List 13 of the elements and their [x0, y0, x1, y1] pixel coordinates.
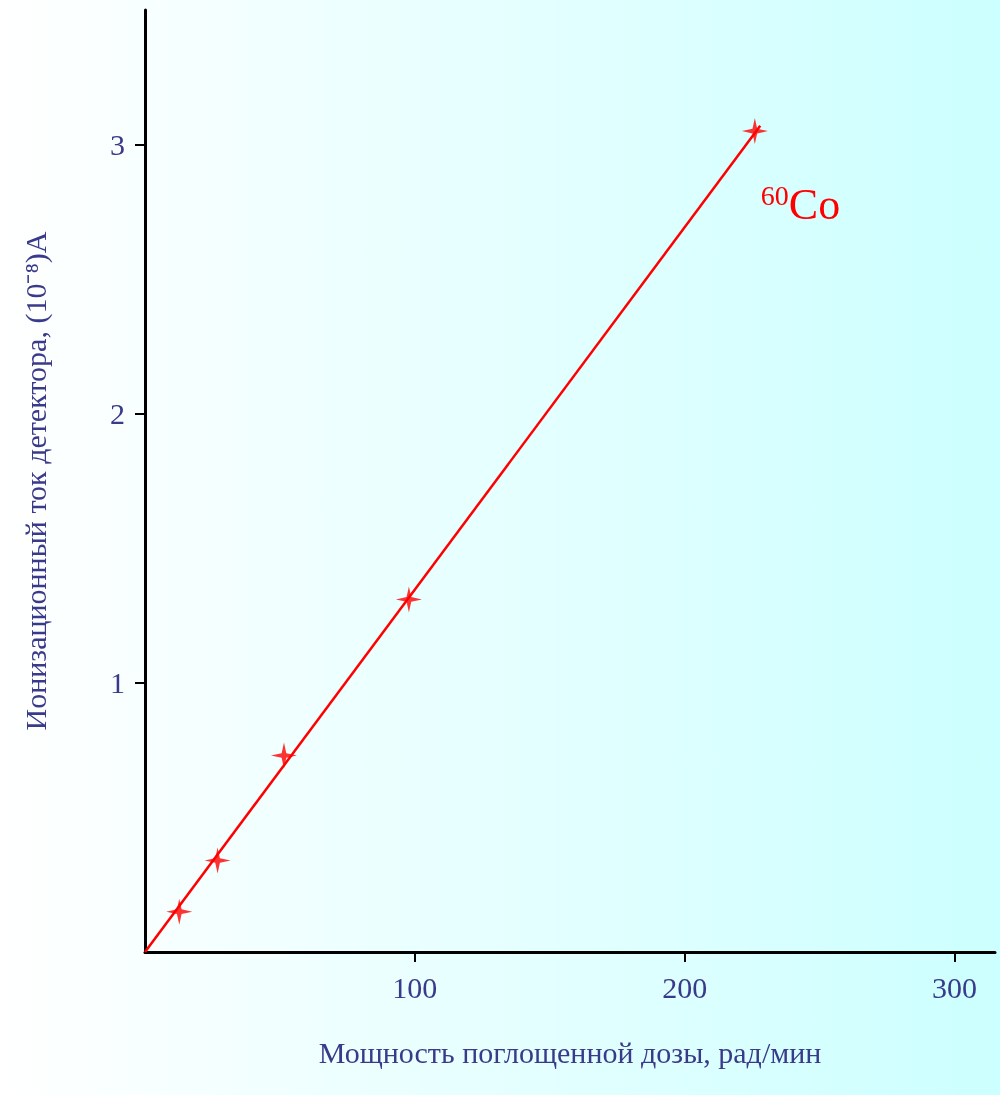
x-tick-label: 100	[392, 970, 438, 1004]
x-tick-label: 200	[662, 970, 708, 1004]
y-tick-label: 2	[110, 397, 125, 431]
point	[270, 742, 297, 769]
x-axis-title: Мощность поглощенной дозы, рад/мин	[318, 1035, 822, 1069]
y-axis-title: Ионизационный ток детектора, (10⁻⁸)A	[18, 231, 53, 731]
point	[395, 586, 422, 613]
point	[741, 118, 768, 145]
point	[204, 847, 231, 874]
y-tick-label: 1	[110, 666, 125, 700]
y-tick-label: 3	[110, 128, 125, 162]
x-tick-label: 300	[932, 970, 978, 1004]
point	[166, 898, 193, 925]
